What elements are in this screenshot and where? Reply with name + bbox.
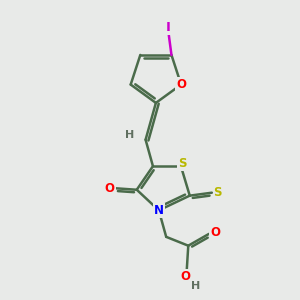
Text: H: H bbox=[191, 281, 200, 291]
Text: O: O bbox=[176, 78, 186, 91]
Text: O: O bbox=[210, 226, 220, 239]
Text: S: S bbox=[214, 186, 222, 199]
Text: N: N bbox=[154, 204, 164, 217]
Text: I: I bbox=[166, 21, 171, 34]
Text: O: O bbox=[105, 182, 115, 195]
Text: H: H bbox=[125, 130, 134, 140]
Text: S: S bbox=[178, 157, 187, 170]
Text: O: O bbox=[180, 270, 190, 283]
